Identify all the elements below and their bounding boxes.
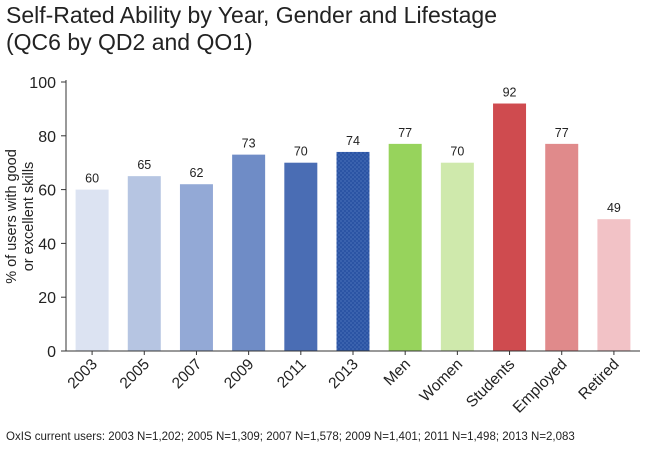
data-label: 77 [398, 126, 412, 140]
y-tick-label: 40 [38, 236, 56, 253]
y-tick-label: 20 [38, 290, 56, 307]
x-tick-label: 2011 [274, 356, 310, 392]
y-axis-title: % of users with goodor excellent skills [4, 149, 37, 284]
bars: 60 65 62 73 70 74 77 70 92 77 49 [75, 86, 631, 352]
bar [388, 143, 422, 351]
data-label: 65 [137, 158, 151, 172]
bar [75, 189, 109, 351]
x-tick-label: 2009 [221, 356, 257, 392]
data-label: 92 [503, 86, 517, 100]
bar-chart: % of users with goodor excellent skills … [4, 75, 640, 417]
bar [440, 162, 474, 351]
y-tick-label: 100 [29, 75, 56, 92]
x-tick-label: Men [381, 356, 414, 389]
y-tick-label: 60 [38, 183, 56, 200]
bar [284, 162, 318, 351]
x-tick-label: 2005 [117, 356, 153, 392]
data-label: 60 [85, 172, 99, 186]
x-tick-label: Employed [510, 356, 571, 417]
data-label: 70 [450, 145, 464, 159]
data-label: 62 [190, 166, 204, 180]
x-axis: 2003 2005 2007 2009 2011 2013 Men WomenStudents… [65, 350, 640, 417]
data-label: 70 [294, 145, 308, 159]
bar [179, 184, 213, 351]
x-tick-label: 2003 [65, 356, 101, 392]
y-tick-label: 0 [47, 344, 56, 361]
y-tick-label: 80 [38, 129, 56, 146]
x-tick-label: 2007 [169, 356, 205, 392]
bar [232, 154, 266, 351]
bar [597, 219, 631, 351]
x-tick-label: Retired [575, 356, 622, 403]
x-tick-label: 2013 [325, 356, 361, 392]
footnote: OxIS current users: 2003 N=1,202; 2005 N… [6, 431, 575, 443]
data-label: 49 [607, 201, 621, 215]
y-axis-label: % of users with goodor excellent skills [4, 149, 37, 284]
bar [545, 143, 579, 351]
y-axis-label-line: % of users with good [4, 149, 20, 284]
x-tick-label: Women [417, 356, 467, 406]
data-label: 74 [346, 134, 360, 148]
bar [493, 103, 527, 352]
y-axis-label-line: or excellent skills [21, 162, 37, 272]
y-axis: 0 20 40 60 80 100 [29, 75, 67, 361]
chart-title: Self-Rated Ability by Year, Gender and L… [6, 2, 497, 55]
data-label: 77 [555, 126, 569, 140]
bar [127, 176, 161, 351]
data-label: 73 [242, 137, 256, 151]
bar-texture [336, 151, 370, 351]
